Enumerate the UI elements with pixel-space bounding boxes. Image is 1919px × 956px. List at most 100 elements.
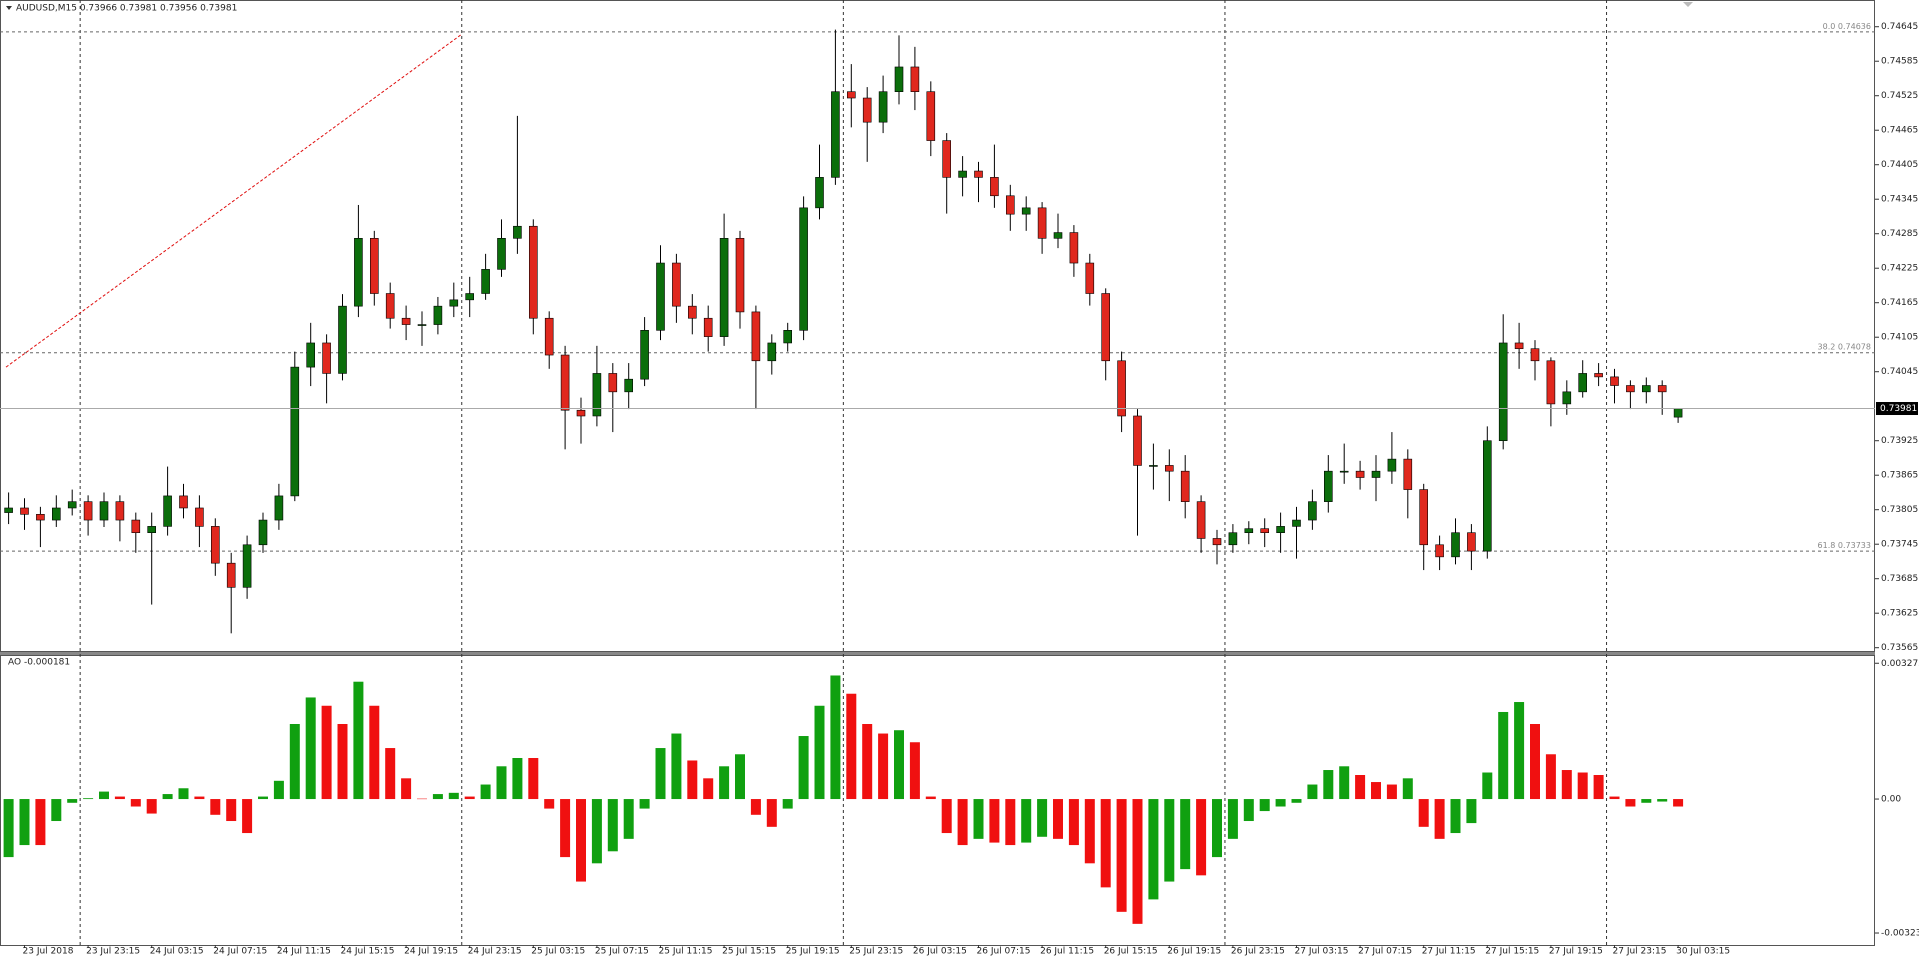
candle-body — [369, 238, 379, 294]
shift-marker — [1683, 2, 1693, 7]
x-tick-label: 26 Jul 23:15 — [1231, 947, 1285, 956]
ao-bar — [798, 736, 809, 800]
y-tick-label: 0.74525 — [1881, 91, 1918, 101]
candle-body — [974, 170, 983, 178]
candle-body — [1419, 489, 1428, 546]
ao-bar — [989, 799, 1000, 843]
candle-body — [608, 373, 618, 393]
y-tick-label: 0.74585 — [1881, 57, 1918, 67]
ao-bar — [655, 748, 666, 800]
ao-bar — [623, 799, 634, 839]
ao-bar — [1053, 799, 1063, 839]
ao-bar — [321, 705, 332, 800]
candle-body — [147, 526, 156, 534]
candle-body — [1403, 458, 1413, 490]
candle-body — [1626, 385, 1635, 393]
ao-bar — [1100, 799, 1111, 888]
ao-bar — [432, 794, 443, 800]
y-tick-label: 0.74645 — [1881, 22, 1918, 32]
candle-body — [417, 324, 427, 326]
y-tick-label: 0.73805 — [1881, 505, 1918, 515]
ao-bar — [671, 733, 682, 800]
candle-body — [1196, 501, 1206, 539]
candle-body — [831, 91, 840, 178]
menu-triangle[interactable] — [6, 6, 12, 10]
x-tick-label: 26 Jul 19:15 — [1167, 947, 1221, 956]
ao-bar — [178, 788, 189, 800]
candle-body — [624, 378, 634, 393]
candle-body — [1149, 465, 1158, 467]
ao-bar — [1673, 799, 1684, 807]
candle-body — [1053, 232, 1063, 239]
ao-bar — [114, 796, 125, 800]
ao-bar — [1323, 770, 1334, 800]
candle-body — [703, 317, 713, 337]
candle-body — [83, 501, 93, 521]
ao-bar — [1641, 799, 1652, 803]
ao-bar — [750, 799, 761, 815]
ao-bar — [735, 754, 745, 800]
ao-bar — [1530, 724, 1540, 800]
x-tick-label: 24 Jul 11:15 — [277, 947, 331, 956]
ao-bar — [1148, 799, 1159, 900]
ao-header: AO -0.000181 — [8, 658, 70, 668]
candle-body — [1212, 538, 1222, 546]
candle-body — [67, 501, 77, 509]
ao-bar — [1609, 796, 1620, 800]
ao-bar — [35, 799, 46, 846]
candle-body — [306, 342, 316, 368]
candle-body — [1005, 195, 1015, 215]
ao-bar — [1227, 799, 1238, 839]
candle-body — [926, 91, 936, 141]
candle-body — [1610, 376, 1619, 386]
x-tick-label: 24 Jul 03:15 — [150, 947, 204, 956]
candle-body — [1117, 360, 1126, 417]
ao-bar — [1561, 770, 1572, 800]
candle-body — [1133, 415, 1142, 466]
ao-bar — [464, 796, 475, 800]
ao-bar — [1037, 799, 1048, 837]
candle-body — [1673, 408, 1683, 418]
candle-body — [36, 514, 45, 521]
candle-body — [1657, 385, 1667, 393]
candle-body — [1324, 470, 1333, 502]
x-tick-label: 27 Jul 07:15 — [1358, 947, 1412, 956]
x-tick-label: 25 Jul 07:15 — [595, 947, 649, 956]
candle-body — [942, 140, 952, 178]
x-tick-label: 25 Jul 03:15 — [531, 947, 585, 956]
candle-body — [1085, 262, 1095, 294]
ao-bar — [1164, 799, 1175, 882]
candle-body — [1339, 470, 1349, 473]
candle-body — [544, 317, 554, 356]
ao-y-tick-label: 0.00 — [1881, 795, 1901, 805]
candle-body — [513, 225, 522, 239]
ao-bar — [703, 778, 714, 800]
candle-body — [290, 366, 300, 497]
candle-body — [1530, 348, 1540, 362]
price-panel-frame — [0, 0, 1875, 652]
candle-body — [99, 501, 109, 521]
x-tick-label: 26 Jul 07:15 — [977, 947, 1031, 956]
candle-body — [687, 305, 697, 319]
ao-bar — [1577, 772, 1588, 800]
candle-body — [449, 299, 459, 307]
ao-bar — [894, 730, 904, 800]
ao-bar — [417, 798, 427, 800]
candle-body — [1355, 470, 1365, 478]
candle-body — [385, 293, 395, 319]
ao-bar — [99, 791, 109, 800]
ao-y-tick-label: -0.003231 — [1881, 929, 1919, 939]
fib-label: 0.0 0.74636 — [1823, 21, 1871, 30]
ao-bar — [1450, 799, 1461, 834]
y-tick-label: 0.74345 — [1881, 195, 1918, 205]
ao-y-tick-label: 0.003275 — [1881, 659, 1919, 669]
candle-body — [1244, 528, 1254, 534]
ao-bar — [258, 796, 268, 800]
ao-bar — [1466, 799, 1477, 824]
candle-body — [592, 373, 602, 417]
fib-level-price: 0.74636 — [1838, 21, 1871, 30]
candle-body — [990, 177, 999, 197]
candle-body — [1308, 501, 1317, 521]
candle-body — [640, 330, 649, 380]
